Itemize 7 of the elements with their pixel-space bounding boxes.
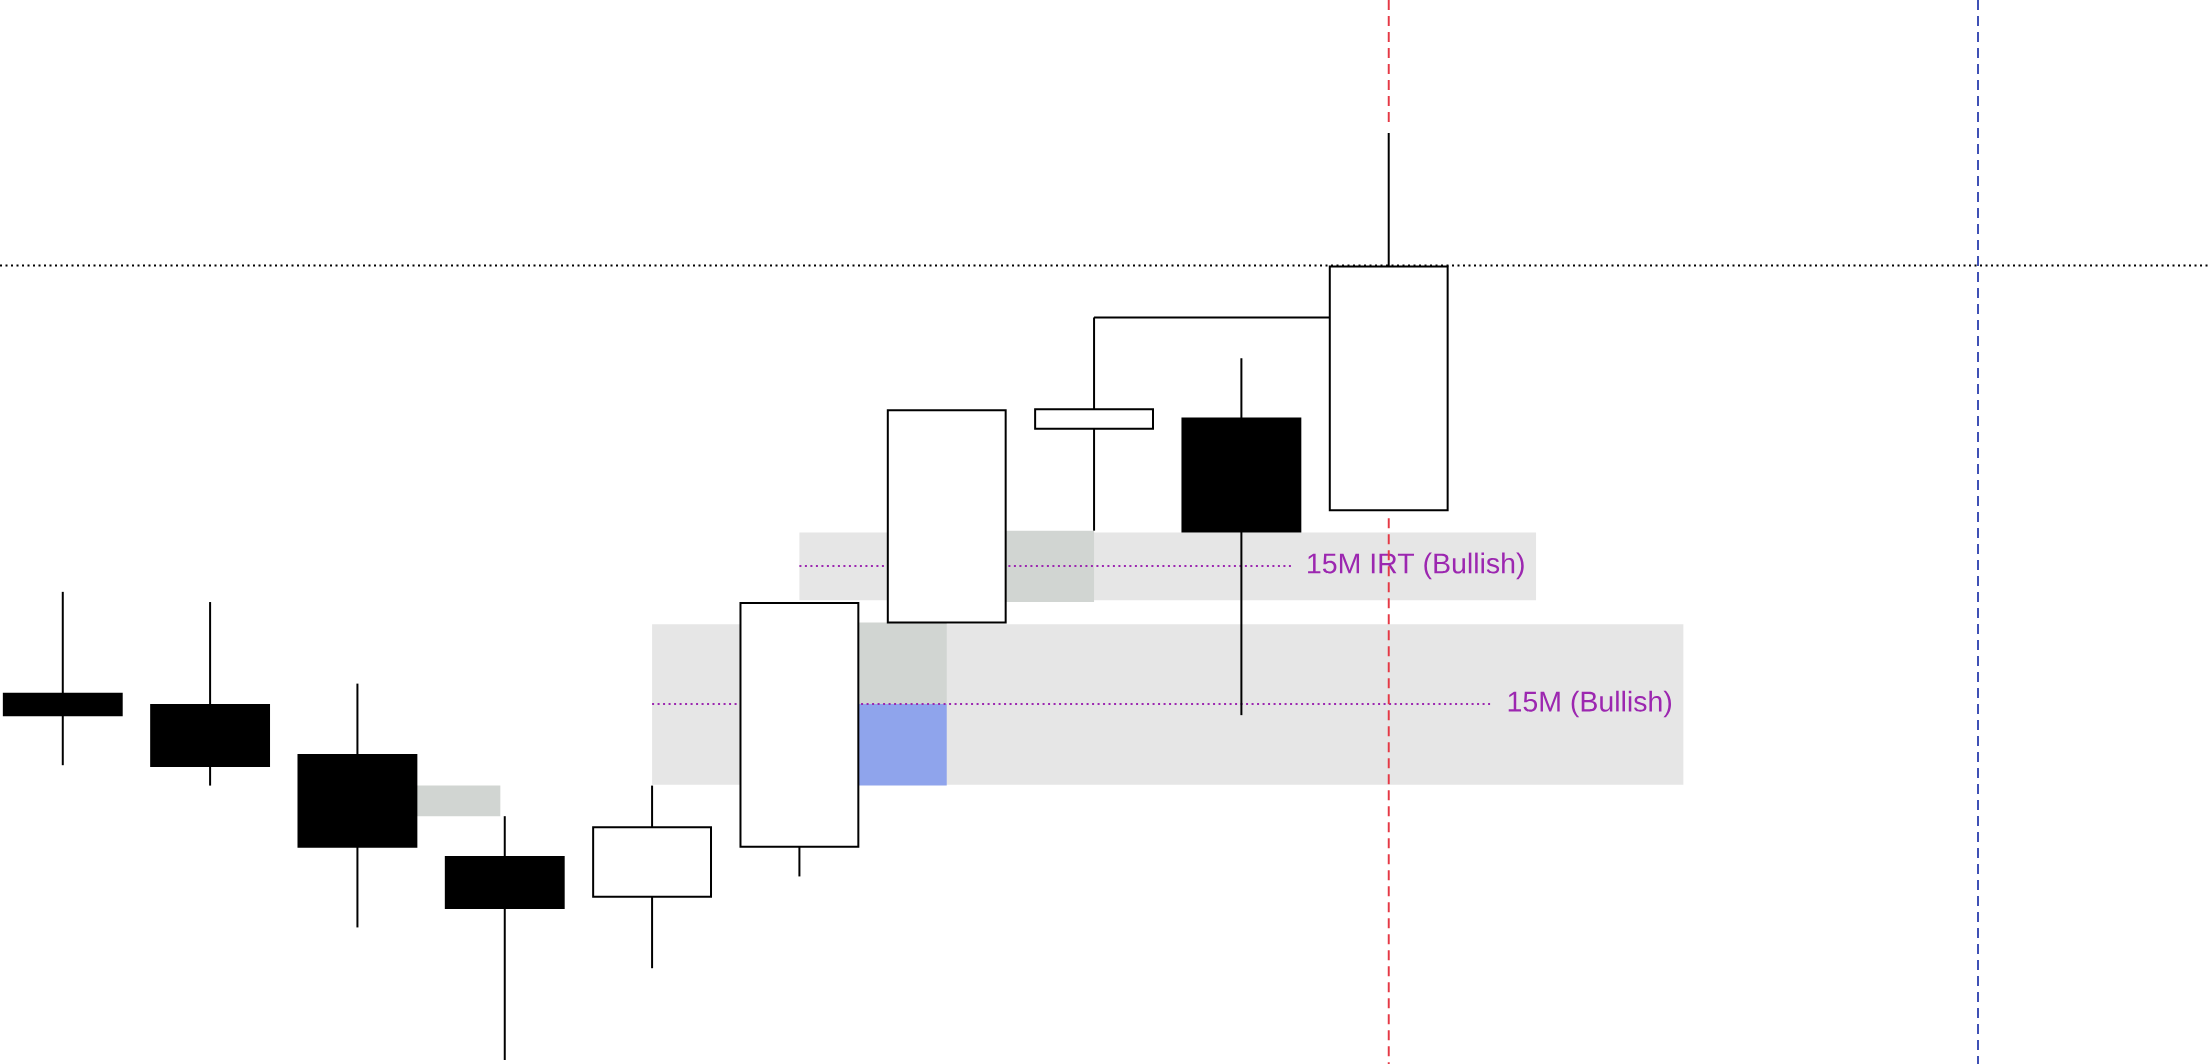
- candlestick: [1181, 357, 1302, 717]
- ref-line-label: 15M (Bullish): [1508, 690, 1672, 718]
- candlestick: [444, 815, 565, 1061]
- ref-line-label: 15M IRT (Bullish): [1308, 552, 1524, 580]
- candlestick: [2, 590, 123, 767]
- candlestick: [592, 784, 713, 970]
- candlestick: [150, 601, 271, 787]
